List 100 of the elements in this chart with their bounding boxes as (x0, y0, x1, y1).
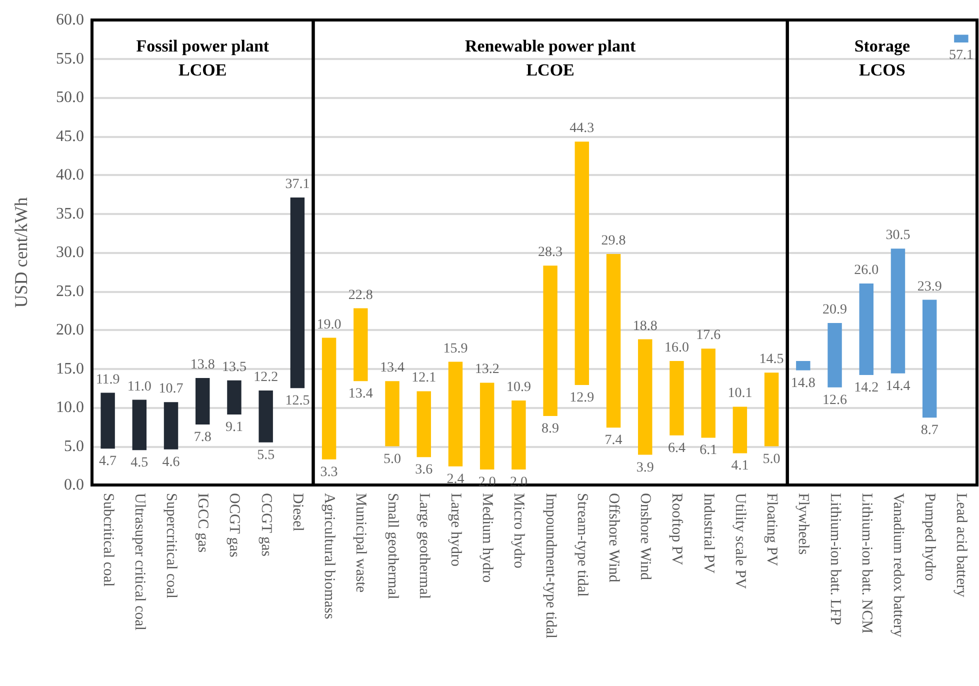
x-tick-label: Municipal waste (352, 493, 369, 593)
x-tick-label: Supercritical coal (163, 493, 180, 598)
bar (732, 406, 748, 454)
annotation: 3.6 (415, 462, 433, 478)
bar (480, 382, 494, 470)
x-tick-label: Micro hydro (510, 493, 527, 568)
annotation: 6.1 (700, 443, 718, 458)
y-tick-label: 40.0 (56, 166, 84, 184)
y-tick-label: 0.0 (64, 476, 84, 494)
bar (922, 300, 937, 418)
annotation: 12.6 (822, 392, 848, 408)
annotation: 10.1 (728, 386, 752, 402)
bar (543, 266, 558, 416)
x-tick-label: Impoundment-type tidal (542, 493, 558, 638)
bar (100, 392, 115, 449)
y-tick-label: 25.0 (56, 282, 84, 300)
x-tick-label: Ultrasuper critical coal (131, 493, 148, 630)
x-tick-label: Stream-type tidal (574, 493, 590, 597)
y-tick-label: 60.0 (56, 12, 84, 28)
annotation: 22.8 (348, 288, 373, 303)
annotation: 30.5 (886, 228, 910, 244)
x-tick-label: Subcritical coal (100, 493, 116, 587)
x-tick-label: Utility scale PV (732, 493, 748, 589)
annotation: 7.4 (604, 433, 622, 448)
bar (796, 361, 810, 370)
x-tick-label: Onshore Wind (637, 493, 654, 581)
band-label: Renewable power plant LCOE (464, 36, 636, 80)
x-tick-label: Rooftop PV (668, 493, 685, 566)
y-tick-label: 50.0 (56, 89, 84, 106)
annotation: 12.9 (570, 390, 594, 406)
bar (764, 372, 779, 446)
annotation: 4.7 (99, 454, 117, 470)
bar (954, 34, 968, 42)
bar (196, 378, 210, 425)
x-tick-label: Pumped hydro (922, 493, 938, 581)
annotation: 13.5 (222, 360, 246, 375)
bar (322, 338, 336, 460)
annotation: 20.9 (822, 302, 848, 318)
x-tick-label: OCGT gas (226, 493, 242, 558)
bar (606, 254, 621, 428)
bar (638, 339, 652, 455)
annotation: 29.8 (601, 234, 626, 249)
x-tick-label: IGCC gas (194, 493, 211, 553)
x-tick-label: Lithium-ion batt. LFP (826, 493, 843, 626)
y-tick-label: 55.0 (56, 50, 84, 68)
y-tick-label: 35.0 (56, 205, 84, 222)
bar (890, 248, 906, 374)
band-label: Fossil power plant LCOE (136, 36, 270, 80)
annotation: 11.0 (127, 379, 152, 394)
y-tick-label: 15.0 (56, 360, 84, 378)
annotation: 16.0 (664, 340, 689, 356)
bar (227, 380, 242, 414)
annotation: 4.5 (130, 456, 148, 471)
y-axis-title: USD cent/kWh (11, 197, 31, 308)
x-tick-label: Offshore Wind (606, 493, 622, 583)
band-label: Storage LCOS (854, 36, 910, 80)
x-tick-label: Vanadium redox battery (890, 493, 906, 638)
annotation: 37.1 (285, 176, 310, 192)
annotation: 44.3 (570, 121, 594, 136)
bar (670, 361, 684, 436)
annotation: 14.2 (854, 380, 879, 396)
bar (385, 381, 400, 446)
bar (859, 284, 874, 375)
annotation: 15.9 (443, 341, 468, 356)
bar (290, 197, 305, 388)
x-tick-label: Diesel (289, 493, 306, 532)
x-tick-label: Agricultural biomass (321, 493, 338, 620)
bar (512, 400, 526, 470)
annotation: 13.2 (474, 362, 500, 378)
annotation: 57.1 (948, 48, 974, 63)
annotation: 18.8 (632, 318, 658, 334)
bar (258, 390, 273, 442)
y-tick-label: 5.0 (64, 438, 84, 455)
annotation: 6.4 (668, 440, 686, 456)
annotation: 2.4 (446, 472, 464, 487)
x-tick-label: Flywheels (795, 493, 812, 555)
bar (701, 348, 716, 438)
annotation: 11.9 (96, 372, 120, 388)
bar (574, 142, 590, 386)
bar (164, 402, 178, 450)
y-tick-label: 20.0 (56, 322, 84, 338)
annotation: 3.3 (320, 464, 338, 480)
annotation: 5.0 (384, 452, 402, 467)
x-tick-label: CCGT gas (258, 493, 274, 557)
x-tick-label: Industrial PV (700, 493, 716, 574)
annotation: 14.5 (759, 352, 784, 368)
annotation: 9.1 (225, 420, 243, 435)
annotation: 28.3 (538, 245, 563, 260)
annotation: 4.1 (731, 458, 749, 474)
x-tick-label: Large geothermal (416, 493, 432, 599)
bar (416, 391, 431, 458)
annotation: 19.0 (316, 317, 342, 332)
annotation: 12.2 (254, 370, 278, 385)
x-tick-label: Floating PV (764, 493, 780, 566)
annotation: 4.6 (162, 454, 180, 470)
x-tick-label: Lead acid battery (953, 493, 970, 598)
annotation: 8.7 (920, 423, 938, 438)
annotation: 26.0 (854, 263, 879, 278)
x-tick-label: Small geothermal (384, 493, 400, 600)
annotation: 8.9 (542, 422, 560, 437)
